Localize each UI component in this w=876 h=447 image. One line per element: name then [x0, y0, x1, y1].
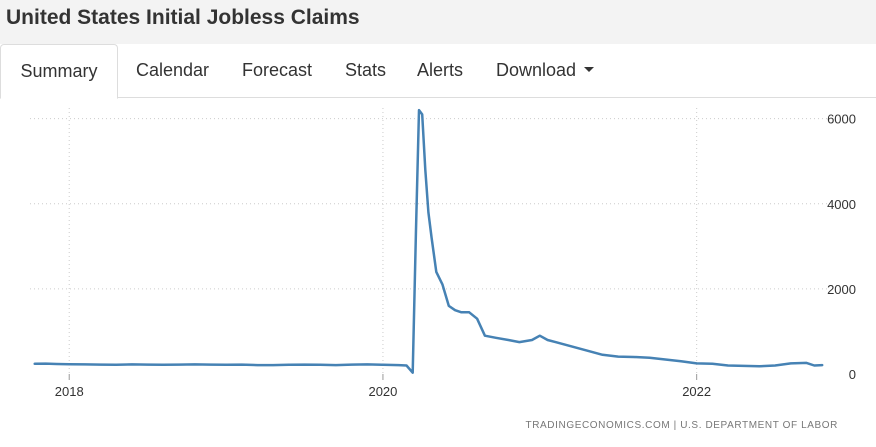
tab-forecast[interactable]: Forecast: [242, 44, 312, 98]
page-title: United States Initial Jobless Claims: [6, 6, 360, 29]
tab-bar: Summary Calendar Forecast Stats Alerts D…: [0, 44, 876, 99]
tab-alerts[interactable]: Alerts: [417, 44, 463, 98]
tab-download-label: Download: [496, 60, 577, 80]
tab-calendar[interactable]: Calendar: [136, 44, 209, 98]
x-tick-label: 2022: [682, 384, 711, 399]
y-axis-ticks: 0 2000 4000 6000: [827, 112, 856, 382]
y-tick-label: 2000: [827, 282, 856, 297]
series-line-initial-claims: [33, 108, 824, 374]
tab-summary-label: Summary: [20, 61, 98, 81]
title-bar: United States Initial Jobless Claims: [0, 0, 876, 44]
y-tick-label: 4000: [827, 197, 856, 212]
tab-stats[interactable]: Stats: [345, 44, 386, 98]
grid-lines: [30, 108, 830, 374]
y-tick-label: 0: [849, 367, 856, 382]
jobless-claims-chart: 0 2000 4000 6000 2018 2020 2022: [30, 108, 856, 399]
tab-forecast-label: Forecast: [242, 60, 313, 80]
tab-stats-label: Stats: [345, 60, 387, 80]
x-axis-ticks: 2018 2020 2022: [55, 374, 711, 399]
tab-summary[interactable]: Summary: [0, 44, 118, 99]
x-tick-label: 2018: [55, 384, 84, 399]
x-tick-label: 2020: [368, 384, 397, 399]
source-credit: TRADINGECONOMICS.COM | U.S. DEPARTMENT O…: [525, 420, 838, 431]
tab-download[interactable]: Download: [496, 44, 595, 98]
tab-calendar-label: Calendar: [136, 60, 210, 80]
caret-down-icon: [584, 66, 595, 72]
tab-alerts-label: Alerts: [417, 60, 464, 80]
y-tick-label: 6000: [827, 112, 856, 127]
